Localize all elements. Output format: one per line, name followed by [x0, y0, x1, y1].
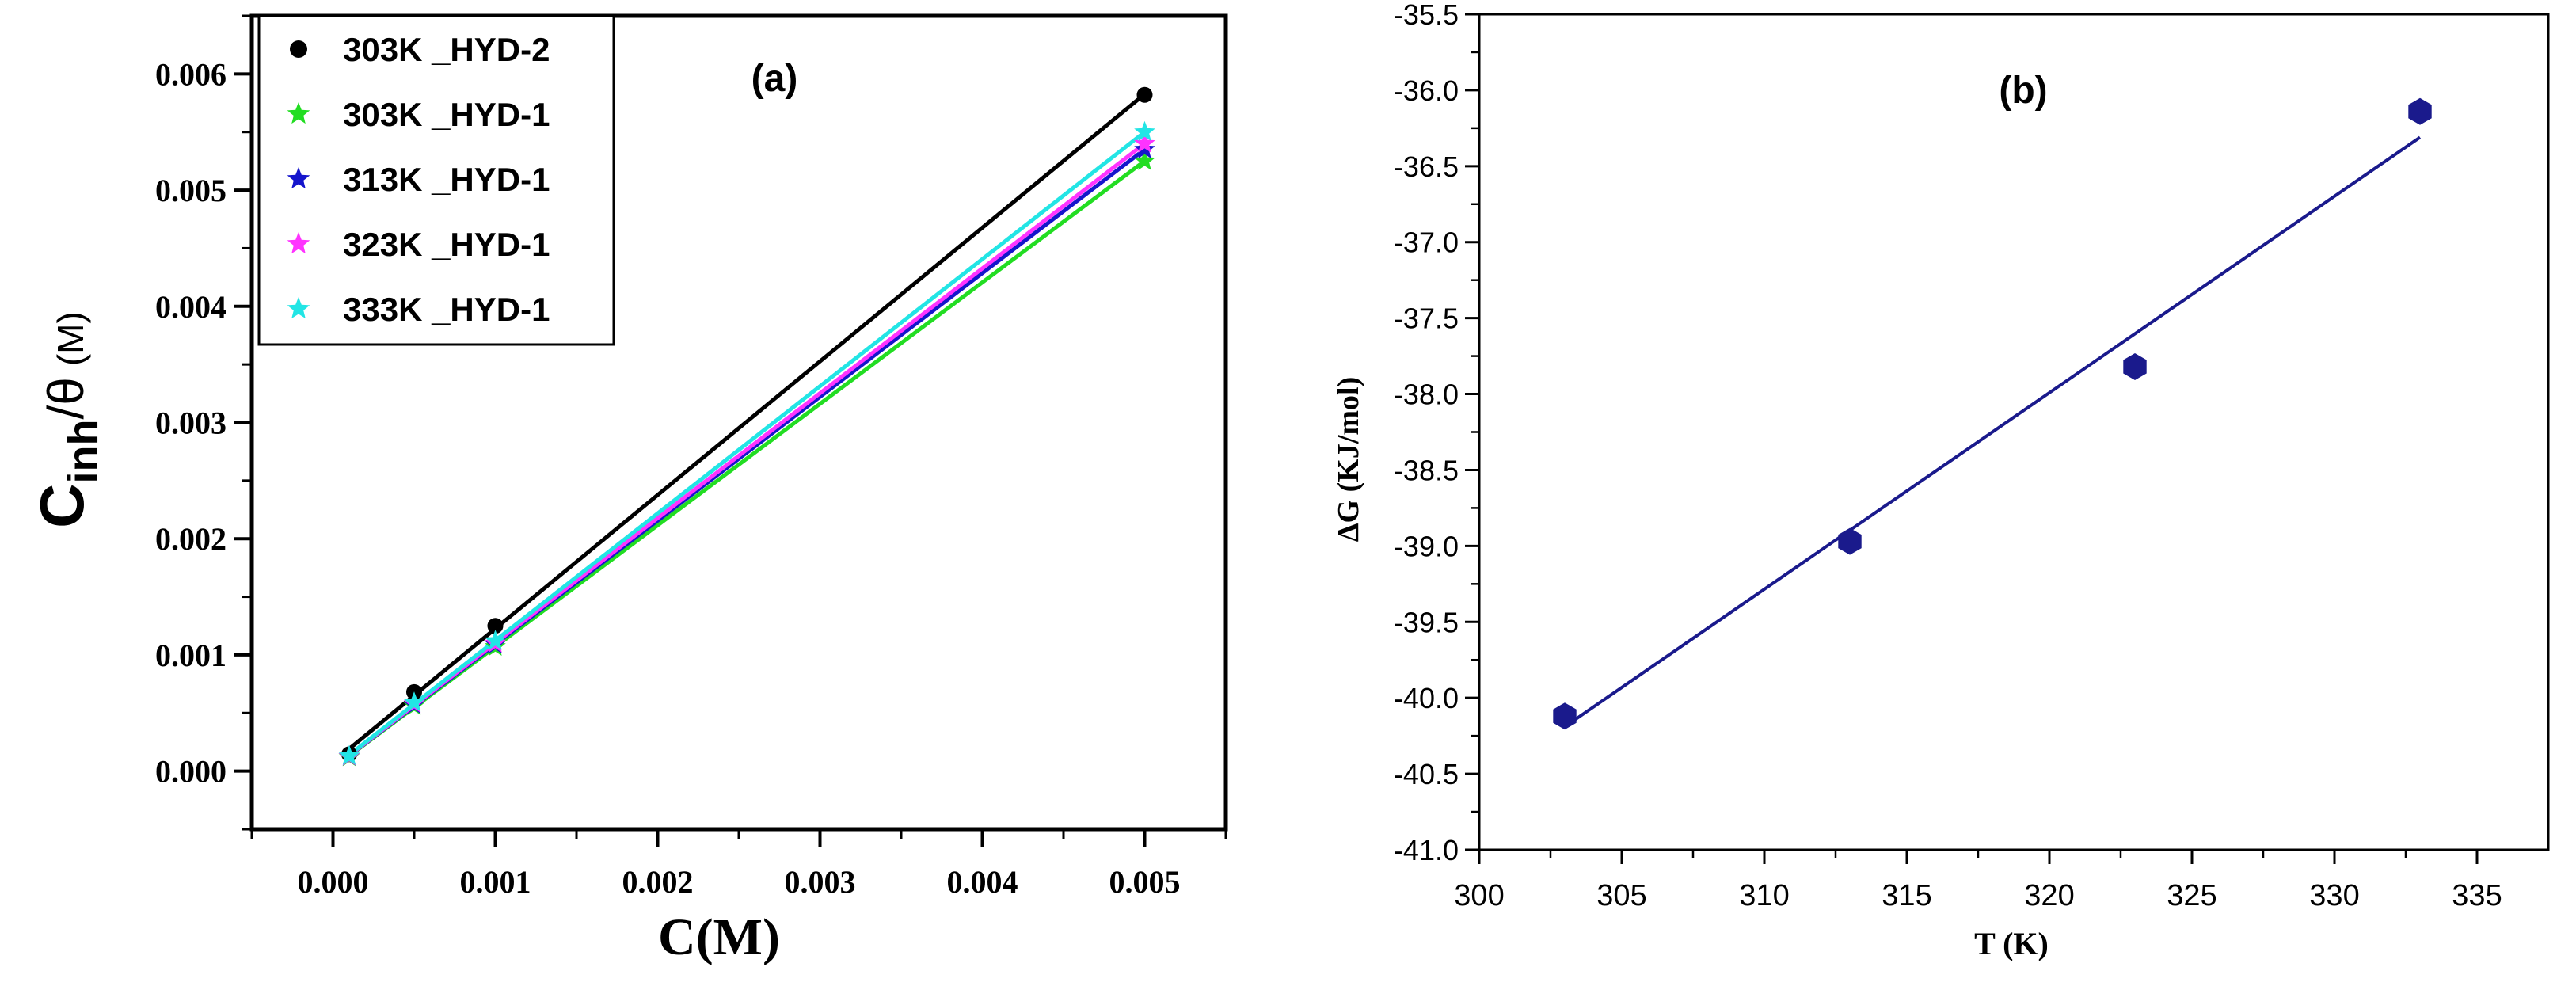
panel-b-y-tick-label: -36.5 — [1394, 150, 1459, 183]
legend-marker — [287, 232, 310, 254]
panel-b-frame — [1478, 13, 2550, 851]
y-title-unit: (M) — [50, 311, 91, 366]
data-point — [1838, 527, 1862, 555]
panel-b-x-tick-label: 335 — [2452, 879, 2502, 912]
legend-label: 313K _HYD-1 — [343, 161, 550, 198]
legend-label: 303K _HYD-2 — [343, 31, 550, 68]
panel-a-y-tick-label: 0.004 — [155, 289, 226, 325]
data-point — [1134, 132, 1155, 153]
panel-b-points — [1553, 97, 2432, 730]
y-title-main: C — [27, 483, 97, 527]
y-title-rest: /θ — [37, 377, 94, 419]
legend-label: 333K _HYD-1 — [343, 291, 550, 328]
panel-b-x-tick-label: 315 — [1882, 879, 1931, 912]
y-title-sub: inh — [59, 420, 107, 484]
panel-b-y-tick-label: -37.0 — [1394, 227, 1459, 259]
fit-line-0 — [348, 92, 1147, 751]
panel-a-y-axis-title-text: Cinh/θ (M) — [27, 311, 107, 528]
panel-a-y-tick-label: 0.003 — [155, 405, 226, 441]
panel-a-x-tick-label: 0.004 — [947, 864, 1018, 900]
data-point — [485, 630, 506, 650]
fit-line-4 — [348, 130, 1147, 757]
panel-b-fit-line — [1563, 135, 2422, 729]
panel-a-y-tick-label: 0.006 — [155, 56, 226, 92]
panel-b-y-tick-label: -40.5 — [1394, 758, 1459, 790]
panel-b-x-tick-label: 330 — [2309, 879, 2359, 912]
data-point — [487, 618, 504, 634]
panel-a-x-tick-label: 0.002 — [622, 864, 694, 900]
panel-a-x-tick-label: 0.001 — [460, 864, 531, 900]
panel-a: 0.000 0.001 0.002 0.003 0.004 0.005 0.000 0.001… — [27, 13, 1228, 966]
panel-a-y-tick-label: 0.001 — [155, 638, 226, 673]
legend-box — [257, 14, 615, 346]
panel-a-legend: 303K _HYD-2 303K _HYD-1 313K _HYD-1 323K _H… — [257, 14, 615, 346]
panel-b: 300 305 310 315 320 325 330 335 -35.5 -36.0 -36.5 -… — [1332, 0, 2550, 961]
legend-marker — [287, 167, 310, 189]
panel-b-y-tick-label: -37.5 — [1394, 303, 1459, 335]
legend-marker — [287, 102, 310, 124]
panel-b-x-tick-label: 310 — [1739, 879, 1789, 912]
panel-b-y-tick-label: -35.5 — [1394, 0, 1459, 31]
data-point — [2408, 97, 2432, 125]
data-point — [1136, 86, 1153, 103]
panel-a-x-tick-label: 0.005 — [1109, 864, 1181, 900]
panel-b-ticks: 300 305 310 315 320 325 330 335 -35.5 -36.0 -36.5 -… — [1394, 0, 2502, 912]
panel-b-x-tick-label: 305 — [1596, 879, 1646, 912]
panel-b-x-tick-label: 320 — [2024, 879, 2074, 912]
panel-a-x-tick-label: 0.000 — [298, 864, 369, 900]
panel-a-fit-lines — [348, 92, 1147, 758]
panel-a-x-tick-label: 0.003 — [785, 864, 856, 900]
panel-a-label: (a) — [751, 58, 798, 100]
data-point — [403, 691, 425, 712]
panel-b-y-tick-label: -38.5 — [1394, 454, 1459, 486]
panel-a-y-tick-label: 0.000 — [155, 754, 226, 790]
panel-b-y-tick-label: -39.5 — [1394, 606, 1459, 638]
panel-b-y-axis-title: ΔG (KJ/mol) — [1332, 377, 1365, 542]
data-point — [1134, 150, 1155, 170]
panel-b-y-tick-label: -39.0 — [1394, 530, 1459, 562]
legend-marker — [290, 40, 307, 58]
panel-b-label: (b) — [1999, 70, 2047, 112]
legend-label: 323K _HYD-1 — [343, 226, 550, 263]
panel-a-x-axis-title: C(M) — [658, 908, 780, 966]
panel-a-y-tick-label: 0.005 — [155, 173, 226, 208]
data-point — [338, 744, 360, 765]
panel-b-y-tick-label: -41.0 — [1394, 834, 1459, 866]
legend-label: 303K _HYD-1 — [343, 96, 550, 133]
panel-a-points — [338, 86, 1155, 767]
panel-b-x-axis-title: T (K) — [1974, 926, 2049, 961]
fit-line — [1563, 135, 2422, 729]
panel-b-x-tick-label: 325 — [2167, 879, 2216, 912]
data-point — [1134, 120, 1155, 141]
panel-a-y-tick-label: 0.002 — [155, 521, 226, 557]
data-point — [2123, 353, 2147, 380]
panel-b-y-tick-label: -36.0 — [1394, 74, 1459, 107]
panel-b-y-tick-label: -40.0 — [1394, 682, 1459, 714]
panel-b-x-tick-label: 300 — [1454, 879, 1504, 912]
legend-marker — [287, 297, 310, 319]
data-point — [1553, 702, 1577, 730]
panel-b-y-tick-label: -38.0 — [1394, 379, 1459, 411]
panel-a-ticks: 0.000 0.001 0.002 0.003 0.004 0.005 0.000 0.001… — [155, 14, 1227, 900]
panel-a-y-axis-title: Cinh/θ (M) — [27, 311, 107, 528]
